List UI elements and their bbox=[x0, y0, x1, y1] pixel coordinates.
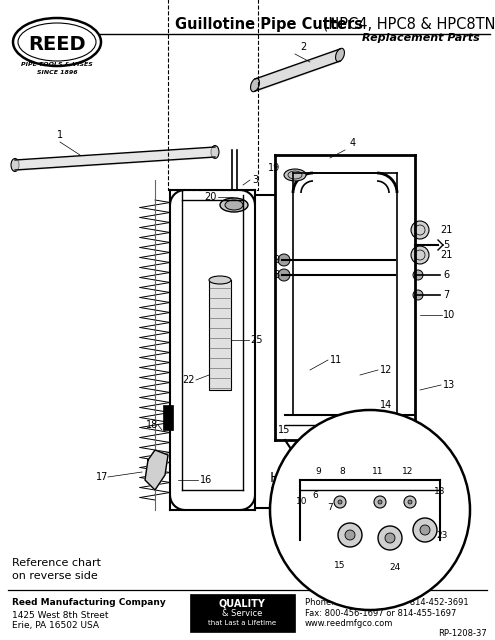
Text: 12: 12 bbox=[380, 365, 393, 375]
Text: 4: 4 bbox=[350, 138, 356, 148]
Text: 21: 21 bbox=[440, 250, 452, 260]
Text: (HPC4, HPC8 & HPC8TN): (HPC4, HPC8 & HPC8TN) bbox=[318, 17, 495, 31]
Text: Fax: 800-456-1697 or 814-455-1697: Fax: 800-456-1697 or 814-455-1697 bbox=[305, 609, 456, 618]
Text: 10: 10 bbox=[296, 497, 308, 506]
Text: 20: 20 bbox=[204, 192, 217, 202]
Text: 7: 7 bbox=[327, 504, 333, 513]
Text: 1: 1 bbox=[57, 130, 63, 140]
Text: 6: 6 bbox=[312, 490, 318, 499]
Ellipse shape bbox=[336, 48, 345, 61]
Text: Phone: 800-666-3691 or 814-452-3691: Phone: 800-666-3691 or 814-452-3691 bbox=[305, 598, 469, 607]
Circle shape bbox=[385, 533, 395, 543]
Ellipse shape bbox=[411, 246, 429, 264]
Text: Guillotine Pipe Cutters: Guillotine Pipe Cutters bbox=[175, 17, 363, 31]
Bar bbox=[209, 280, 231, 390]
Text: QUALITY: QUALITY bbox=[219, 598, 265, 608]
Text: 2: 2 bbox=[300, 42, 306, 52]
Circle shape bbox=[278, 269, 290, 281]
Text: 9: 9 bbox=[274, 255, 280, 265]
Ellipse shape bbox=[411, 221, 429, 239]
Text: Replacement Parts: Replacement Parts bbox=[362, 33, 480, 43]
Text: 13: 13 bbox=[443, 380, 455, 390]
Text: 11: 11 bbox=[330, 355, 342, 365]
Circle shape bbox=[270, 410, 470, 610]
Text: SINCE 1896: SINCE 1896 bbox=[37, 70, 77, 74]
Text: 8: 8 bbox=[274, 270, 280, 280]
Text: HPC8TN: HPC8TN bbox=[270, 471, 326, 485]
Text: 16: 16 bbox=[200, 475, 212, 485]
Bar bbox=[163, 405, 173, 430]
Circle shape bbox=[345, 530, 355, 540]
Circle shape bbox=[413, 270, 423, 280]
Text: 19: 19 bbox=[268, 163, 280, 173]
Text: 9: 9 bbox=[315, 467, 321, 477]
Text: Lower Yoke: Lower Yoke bbox=[270, 486, 347, 500]
Text: 18: 18 bbox=[146, 420, 158, 430]
Circle shape bbox=[356, 446, 364, 454]
Text: Erie, PA 16502 USA: Erie, PA 16502 USA bbox=[12, 621, 99, 630]
Text: 15: 15 bbox=[334, 561, 346, 570]
Circle shape bbox=[378, 526, 402, 550]
Circle shape bbox=[334, 496, 346, 508]
Circle shape bbox=[413, 290, 423, 300]
Text: 8: 8 bbox=[339, 467, 345, 477]
Circle shape bbox=[338, 523, 362, 547]
Circle shape bbox=[408, 500, 412, 504]
Text: 23: 23 bbox=[436, 531, 447, 540]
Circle shape bbox=[306, 446, 314, 454]
Text: 24: 24 bbox=[390, 563, 400, 573]
Ellipse shape bbox=[284, 169, 306, 181]
Text: 10: 10 bbox=[443, 310, 455, 320]
Circle shape bbox=[386, 441, 394, 449]
Polygon shape bbox=[145, 450, 168, 490]
Ellipse shape bbox=[250, 78, 259, 92]
Text: that Last a Lifetime: that Last a Lifetime bbox=[208, 620, 276, 626]
Circle shape bbox=[420, 525, 430, 535]
Text: 1425 West 8th Street: 1425 West 8th Street bbox=[12, 611, 108, 620]
Circle shape bbox=[374, 496, 386, 508]
Text: 15: 15 bbox=[278, 425, 291, 435]
Text: 7: 7 bbox=[443, 290, 449, 300]
Ellipse shape bbox=[209, 276, 231, 284]
Text: RP-1208-37: RP-1208-37 bbox=[438, 629, 487, 638]
Circle shape bbox=[380, 435, 400, 455]
Text: 22: 22 bbox=[183, 375, 195, 385]
Text: 12: 12 bbox=[402, 467, 414, 477]
Ellipse shape bbox=[220, 198, 248, 212]
Text: & Service: & Service bbox=[222, 609, 262, 618]
Circle shape bbox=[278, 254, 290, 266]
Ellipse shape bbox=[225, 200, 243, 210]
Circle shape bbox=[300, 440, 320, 460]
Circle shape bbox=[338, 500, 342, 504]
Text: 3: 3 bbox=[252, 175, 258, 185]
Ellipse shape bbox=[211, 145, 219, 159]
Circle shape bbox=[350, 440, 370, 460]
Text: 25: 25 bbox=[250, 335, 262, 345]
Text: Reference chart
on reverse side: Reference chart on reverse side bbox=[12, 558, 101, 581]
Text: 13: 13 bbox=[434, 488, 446, 497]
Bar bbox=[190, 594, 295, 632]
Circle shape bbox=[413, 518, 437, 542]
Text: PIPE TOOLS & VISES: PIPE TOOLS & VISES bbox=[21, 61, 93, 67]
Text: Reed Manufacturing Company: Reed Manufacturing Company bbox=[12, 598, 166, 607]
Text: 5: 5 bbox=[443, 240, 449, 250]
Text: 17: 17 bbox=[96, 472, 108, 482]
Text: 21: 21 bbox=[440, 225, 452, 235]
Circle shape bbox=[378, 500, 382, 504]
Text: 11: 11 bbox=[372, 467, 384, 477]
Bar bbox=[168, 0, 258, 190]
Text: www.reedmfgco.com: www.reedmfgco.com bbox=[305, 619, 394, 628]
Text: 14: 14 bbox=[380, 400, 392, 410]
Text: 6: 6 bbox=[443, 270, 449, 280]
Circle shape bbox=[404, 496, 416, 508]
Ellipse shape bbox=[11, 159, 19, 172]
Text: REED: REED bbox=[28, 35, 86, 54]
